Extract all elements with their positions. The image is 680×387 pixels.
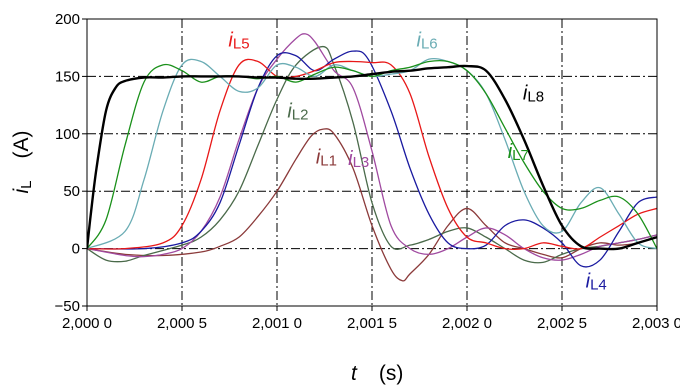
x-tick-label: 2,003 0 xyxy=(632,315,680,332)
series-label-iL6: iL6 xyxy=(417,30,438,53)
series-line-iL5 xyxy=(87,58,657,250)
y-axis-title: iL(A) xyxy=(10,130,35,193)
series-line-iL6 xyxy=(87,57,657,250)
x-tick-label: 2,001 0 xyxy=(252,315,302,332)
series-line-iL2 xyxy=(87,45,657,264)
y-tick-label: 200 xyxy=(55,11,80,28)
x-tick-label: 2,000 5 xyxy=(157,315,207,332)
series-label-iL7: iL7 xyxy=(508,141,529,164)
x-tick-label: 2,002 5 xyxy=(537,315,587,332)
x-tick-label: 2,000 0 xyxy=(62,315,112,332)
x-axis-title: t (s) xyxy=(351,362,403,385)
x-tick-label: 2,002 0 xyxy=(442,315,492,332)
series-label-iL2: iL2 xyxy=(287,101,308,124)
axis-ticks: 2,000 0 2,000 5 2,001 0 2,001 5 2,002 0 2,002… xyxy=(55,11,680,332)
y-tick-label: 50 xyxy=(63,183,80,200)
y-tick-label: −50 xyxy=(55,298,80,315)
series-label-iL5: iL5 xyxy=(228,30,249,53)
series-lines xyxy=(87,33,657,282)
series-label-iL8: iL8 xyxy=(523,82,544,105)
x-tick-label: 2,001 5 xyxy=(347,315,397,332)
series-line-iL7 xyxy=(87,59,657,249)
series-label-iL3: iL3 xyxy=(348,148,369,171)
y-tick-label: 100 xyxy=(55,126,80,143)
y-tick-label: 0 xyxy=(72,241,80,258)
series-line-iL8 xyxy=(87,64,657,251)
axis-titles: t (s) iL(A) xyxy=(10,130,403,385)
series-line-iL4 xyxy=(87,50,657,268)
series-label-iL4: iL4 xyxy=(586,271,607,294)
y-tick-label: 150 xyxy=(55,68,80,85)
series-line-iL1 xyxy=(87,128,657,282)
series-labels: iL1 iL2 iL3 iL4 iL5 iL6 iL7 iL8 xyxy=(228,30,606,294)
series-label-iL1: iL1 xyxy=(316,147,337,170)
